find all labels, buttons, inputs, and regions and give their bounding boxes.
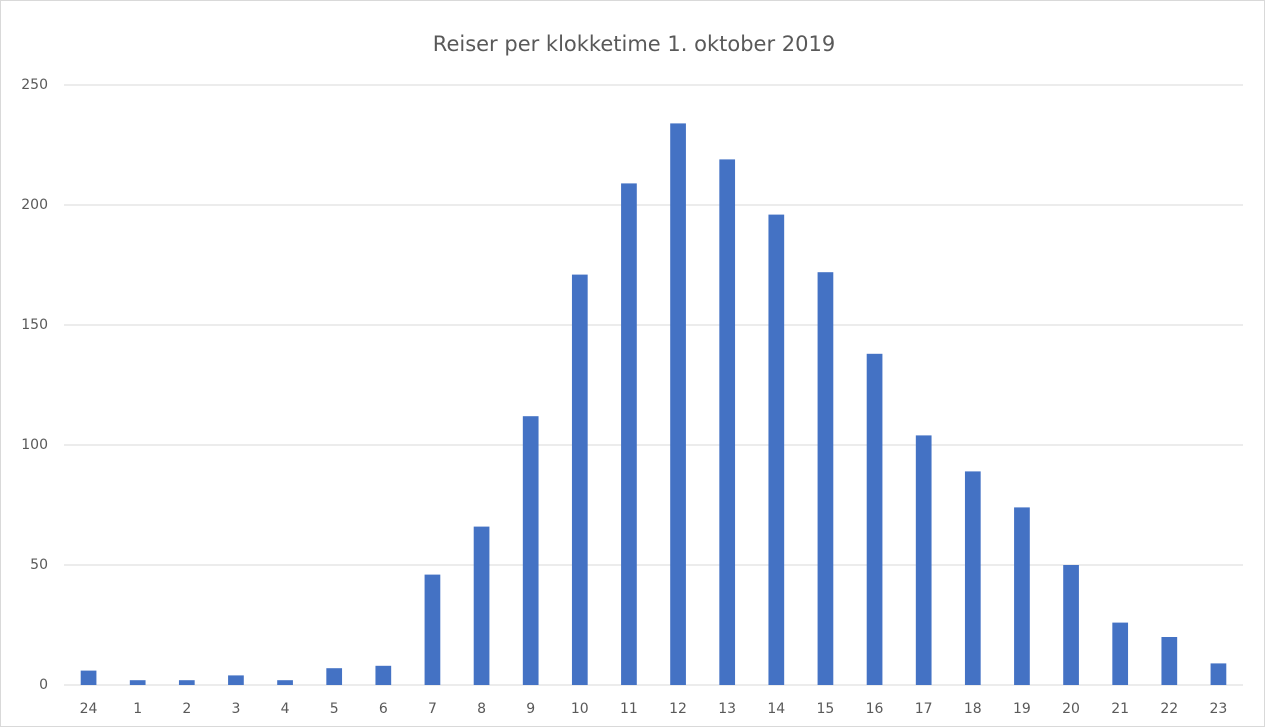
bar bbox=[1014, 507, 1030, 685]
x-tick-label: 18 bbox=[964, 701, 982, 717]
bar bbox=[1161, 637, 1178, 685]
chart-title: Reiser per klokketime 1. oktober 2019 bbox=[433, 32, 835, 56]
x-tick-label: 9 bbox=[526, 701, 535, 717]
bar bbox=[277, 680, 293, 685]
bar bbox=[326, 668, 343, 685]
y-tick-label: 50 bbox=[30, 557, 48, 573]
bar bbox=[1063, 565, 1079, 685]
x-tick-label: 4 bbox=[281, 701, 290, 717]
x-tick-label: 13 bbox=[718, 701, 736, 717]
bar bbox=[915, 435, 932, 685]
y-tick-label: 250 bbox=[21, 77, 48, 93]
bar bbox=[1112, 622, 1129, 685]
y-tick-label: 150 bbox=[21, 317, 48, 333]
bar bbox=[1210, 663, 1227, 685]
x-tick-label: 10 bbox=[571, 701, 589, 717]
x-tick-label: 1 bbox=[133, 701, 142, 717]
x-tick-label: 17 bbox=[915, 701, 933, 717]
bar bbox=[80, 670, 97, 685]
x-tick-label: 6 bbox=[379, 701, 388, 717]
bar bbox=[228, 675, 244, 685]
x-tick-label: 15 bbox=[817, 701, 835, 717]
x-tick-label: 7 bbox=[428, 701, 437, 717]
bar bbox=[621, 183, 637, 685]
x-tick-label: 19 bbox=[1013, 701, 1031, 717]
x-tick-label: 16 bbox=[866, 701, 884, 717]
x-tick-label: 22 bbox=[1160, 701, 1178, 717]
bar bbox=[571, 274, 588, 685]
bar bbox=[424, 574, 441, 685]
bar bbox=[866, 353, 883, 685]
y-tick-label: 100 bbox=[21, 437, 48, 453]
x-tick-label: 2 bbox=[182, 701, 191, 717]
x-tick-label: 24 bbox=[80, 701, 98, 717]
bar bbox=[178, 680, 195, 685]
bar bbox=[522, 416, 539, 685]
y-tick-label: 0 bbox=[39, 677, 48, 693]
bar bbox=[719, 159, 736, 685]
bar bbox=[129, 680, 146, 685]
y-tick-label: 200 bbox=[21, 197, 48, 213]
x-tick-label: 20 bbox=[1062, 701, 1080, 717]
bar bbox=[817, 272, 834, 685]
x-tick-label: 11 bbox=[620, 701, 638, 717]
bar bbox=[670, 123, 686, 685]
x-tick-label: 5 bbox=[330, 701, 339, 717]
x-tick-label: 21 bbox=[1111, 701, 1129, 717]
x-tick-label: 12 bbox=[669, 701, 687, 717]
bar bbox=[768, 214, 785, 685]
bar bbox=[375, 665, 392, 685]
x-tick-label: 8 bbox=[477, 701, 486, 717]
x-tick-label: 3 bbox=[231, 701, 240, 717]
x-tick-label: 14 bbox=[767, 701, 785, 717]
bar bbox=[473, 526, 490, 685]
bar bbox=[964, 471, 981, 685]
x-tick-label: 23 bbox=[1210, 701, 1228, 717]
